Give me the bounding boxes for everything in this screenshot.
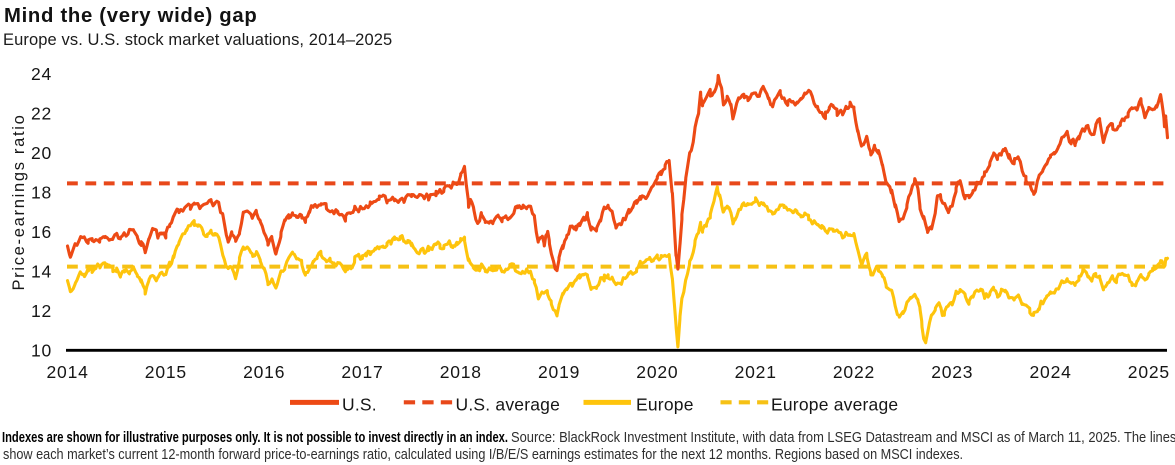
svg-text:2021: 2021 [735,362,777,382]
svg-text:10: 10 [31,341,52,361]
svg-text:14: 14 [31,262,52,282]
svg-text:22: 22 [31,103,52,123]
svg-text:2023: 2023 [931,362,973,382]
svg-text:12: 12 [31,301,52,321]
svg-text:2025: 2025 [1128,362,1170,382]
svg-text:2016: 2016 [243,362,285,382]
svg-text:Europe: Europe [636,394,694,414]
svg-text:2020: 2020 [636,362,678,382]
svg-text:U.S. average: U.S. average [456,394,561,414]
svg-text:2017: 2017 [341,362,383,382]
svg-text:2024: 2024 [1030,362,1072,382]
svg-text:2018: 2018 [440,362,482,382]
svg-text:20: 20 [31,143,52,163]
svg-text:2014: 2014 [47,362,89,382]
svg-text:24: 24 [31,64,52,84]
svg-text:18: 18 [31,183,52,203]
svg-text:U.S.: U.S. [342,394,377,414]
svg-text:2015: 2015 [145,362,187,382]
svg-text:16: 16 [31,222,52,242]
svg-text:Price-earnings ratio: Price-earnings ratio [10,113,28,290]
svg-text:2019: 2019 [538,362,580,382]
svg-text:Europe average: Europe average [771,394,898,414]
svg-text:2022: 2022 [833,362,875,382]
